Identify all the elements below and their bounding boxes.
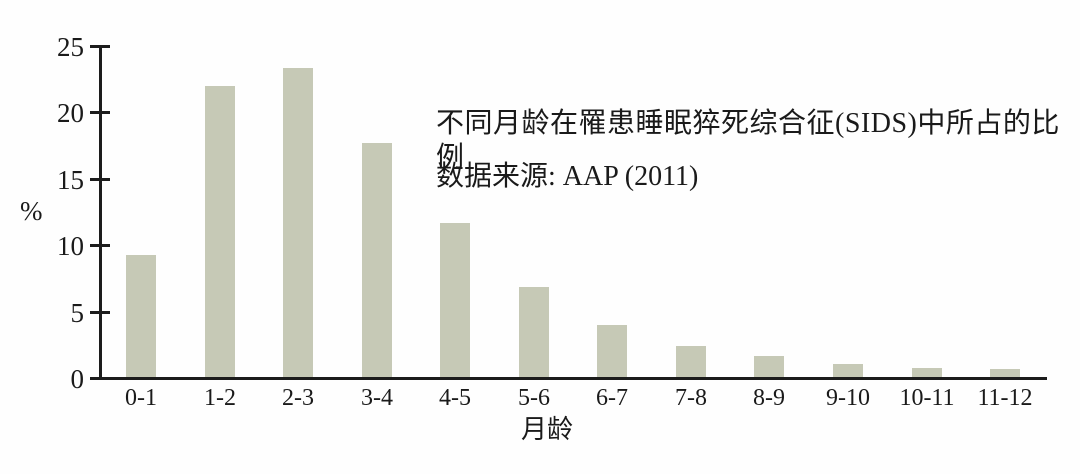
bar-8-9 [754,356,784,377]
bar-2-3 [283,68,313,377]
x-tick-label: 3-4 [361,385,393,411]
bar-5-6 [519,287,549,377]
y-tick-mark [90,45,110,48]
x-axis-title: 月龄 [520,415,573,444]
y-tick-mark [90,377,110,380]
y-tick-label: 10 [57,231,84,262]
bar-7-8 [676,346,706,377]
y-tick-label: 0 [70,364,85,394]
x-tick-label: 4-5 [439,385,471,411]
x-tick-label: 11-12 [977,385,1033,411]
y-tick-mark [90,111,110,115]
y-tick-mark [90,310,110,314]
y-tick-label: 20 [57,98,84,129]
x-tick-label: 2-3 [282,385,314,411]
x-tick-label: 7-8 [675,385,707,411]
x-tick-label: 0-1 [125,385,157,411]
chart-title: 不同月龄在罹患睡眠猝死综合征(SIDS)中所占的比例 [436,108,1060,173]
bar-9-10 [833,364,863,377]
y-tick-label: 5 [70,297,85,328]
x-axis-line [99,377,1047,380]
x-tick-label: 10-11 [899,385,955,411]
y-tick-label: 15 [57,164,84,195]
y-axis-line [99,45,102,380]
bar-3-4 [362,143,392,377]
bar-4-5 [440,223,470,377]
chart-subtitle: 数据来源: AAP (2011) [436,161,699,192]
y-tick-mark [90,177,110,181]
y-tick-mark [90,244,110,248]
x-tick-label: 6-7 [596,385,628,411]
x-tick-label: 1-2 [204,385,236,411]
x-tick-label: 8-9 [753,385,785,411]
bar-0-1 [126,255,156,377]
y-tick-label: 25 [57,32,84,62]
bar-6-7 [597,325,627,377]
y-axis-unit-label: % [20,196,43,226]
bar-10-11 [912,368,942,377]
x-tick-label: 5-6 [518,385,550,411]
bar-11-12 [990,369,1020,377]
bar-1-2 [205,86,235,377]
x-tick-label: 9-10 [826,385,870,411]
